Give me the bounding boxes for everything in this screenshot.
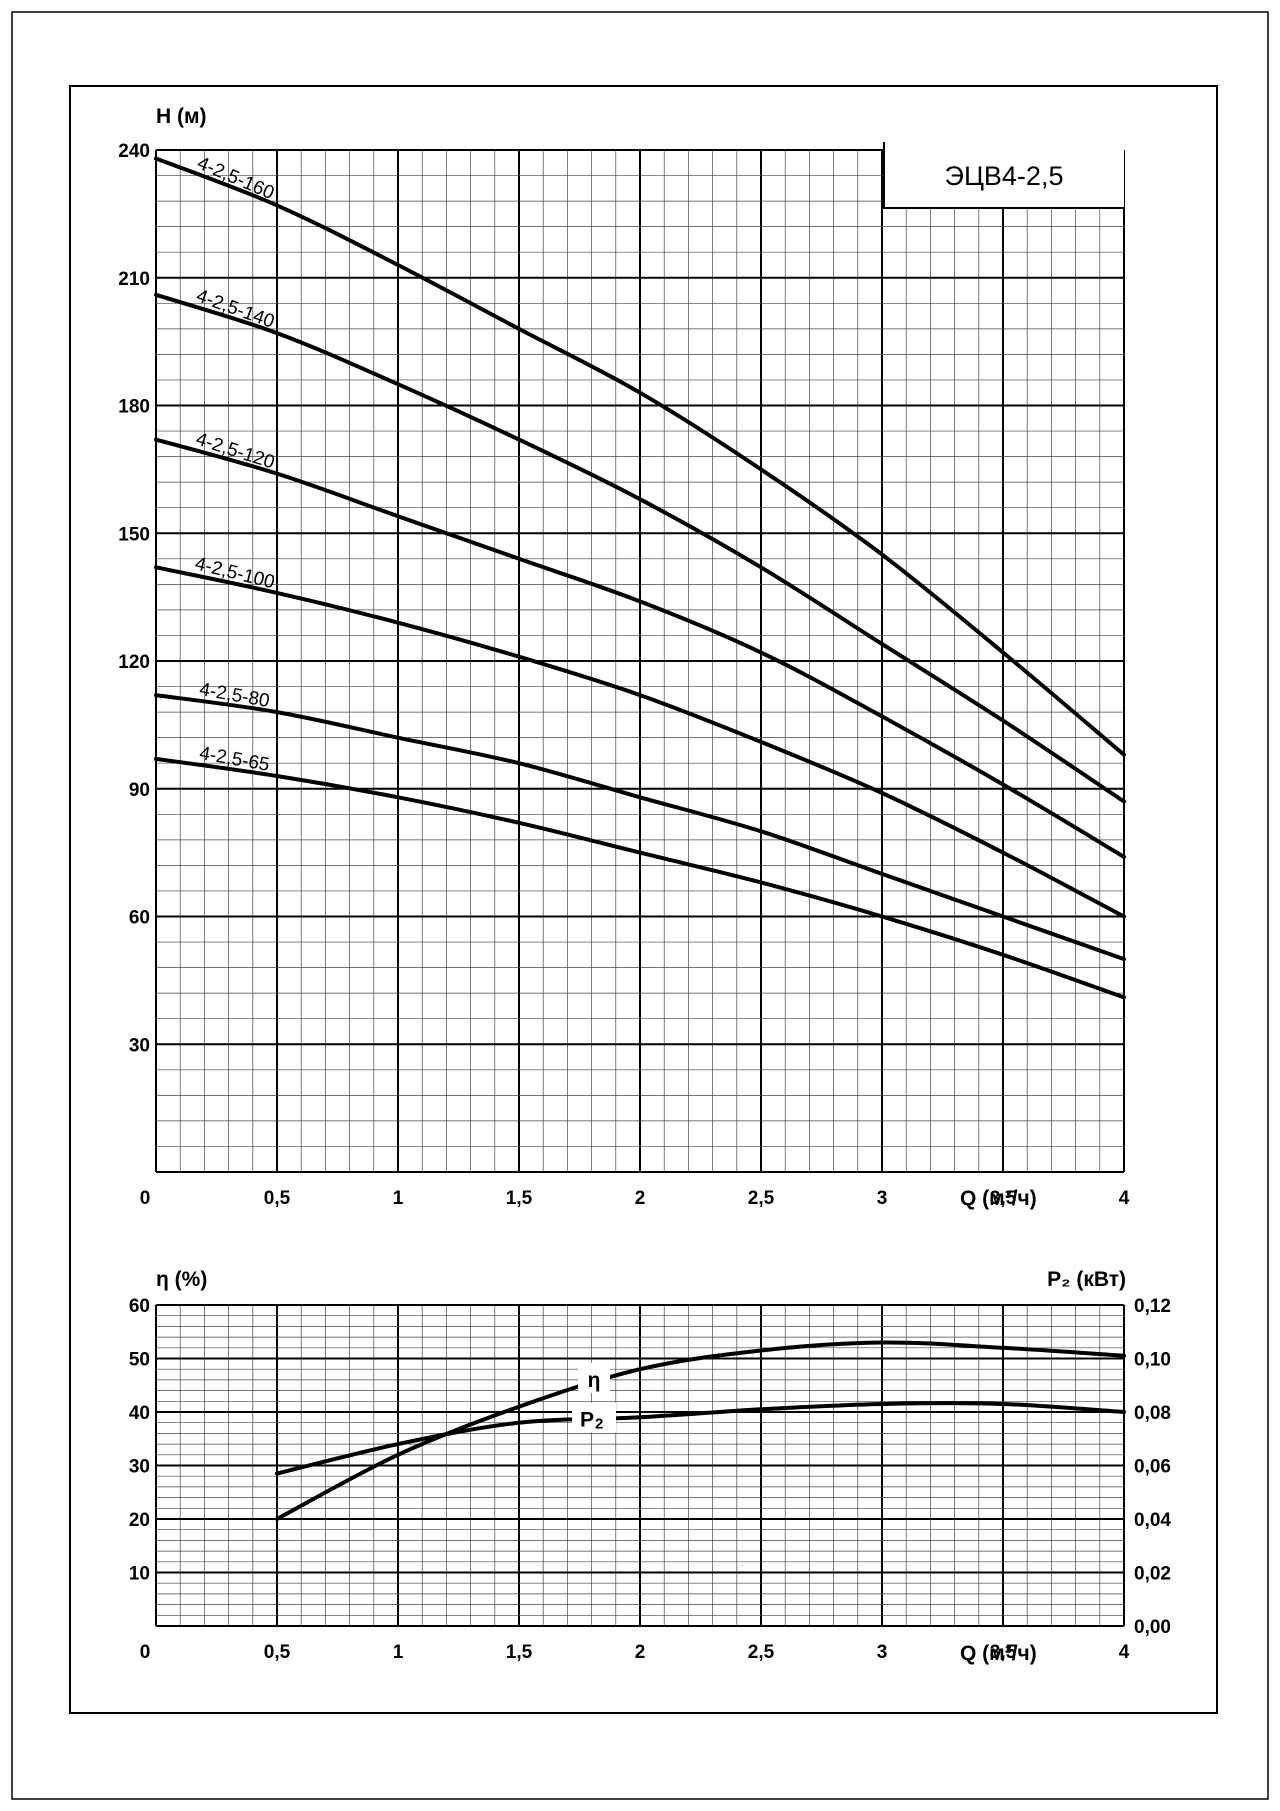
y-tick-label-right: 0,02	[1134, 1564, 1171, 1585]
model-box-border	[883, 142, 1124, 209]
x-tick-label: 1,5	[506, 1642, 533, 1663]
x-tick-label: 3	[877, 1188, 888, 1209]
y-tick-label: 90	[129, 780, 150, 801]
efficiency-chart-ticks: 0 0,5 1 1,5 2 2,5 3 3,5 4 10 20 30 40 50 60 0,00 0,02 0,0…	[129, 1296, 1172, 1663]
y-tick-label: 240	[118, 141, 150, 162]
head-curves	[154, 156, 1126, 1000]
x-tick-label: 0,5	[264, 1642, 291, 1663]
y-tick-label: 180	[118, 397, 150, 418]
head-curve	[154, 565, 1126, 919]
efficiency-curve	[275, 1340, 1126, 1521]
efficiency-power-chart: ηP2 0 0,5 1 1,5 2 2,5 3 3,5 4 10 20 30 40 50 60 0,00 0,0…	[129, 1268, 1172, 1665]
head-curve	[154, 693, 1126, 962]
x-tick-label: 2,5	[748, 1188, 775, 1209]
efficiency-axis-title: η (%)	[156, 1268, 207, 1291]
y-tick-label-right: 0,06	[1134, 1457, 1171, 1478]
efficiency-label-background	[578, 1362, 611, 1393]
efficiency-power-curves	[275, 1340, 1126, 1521]
x-tick-label: 2	[635, 1642, 646, 1663]
head-curve	[154, 756, 1126, 1000]
y-tick-label: 120	[118, 652, 150, 673]
y-tick-label: 150	[118, 524, 150, 545]
x-tick-label: 1,5	[506, 1188, 533, 1209]
power-axis-title: P₂ (кВт)	[1047, 1268, 1126, 1291]
efficiency-curve-label: η	[588, 1369, 601, 1392]
power-curve	[275, 1401, 1126, 1476]
y-tick-label-right: 0,12	[1134, 1296, 1171, 1317]
x-tick-label: 2,5	[748, 1642, 775, 1663]
y-tick-label-right: 0,00	[1134, 1617, 1171, 1638]
head-curve-labels: 4-2,5-1604-2,5-1404-2,5-1204-2,5-1004-2,…	[193, 153, 277, 776]
y-tick-label-left: 50	[129, 1350, 150, 1371]
y-tick-label: 30	[129, 1035, 150, 1056]
efficiency-power-labels: ηP2	[572, 1362, 617, 1433]
y-tick-label: 210	[118, 269, 150, 290]
y-tick-label: 60	[129, 908, 150, 929]
y-tick-label-left: 10	[129, 1564, 150, 1585]
y-tick-label-left: 20	[129, 1510, 150, 1531]
y-tick-label-left: 60	[129, 1296, 150, 1317]
curve-label: 4-2,5-100	[193, 553, 277, 593]
x-tick-label: 0,5	[264, 1188, 291, 1209]
model-box-background	[884, 142, 1124, 208]
x-tick-label: 4	[1119, 1188, 1130, 1209]
y-tick-label-left: 30	[129, 1457, 150, 1478]
drawing-frame	[69, 85, 1218, 1714]
y-tick-label-right: 0,10	[1134, 1350, 1171, 1371]
x-tick-label: 3,5	[990, 1642, 1017, 1663]
head-curve	[154, 292, 1126, 804]
head-flow-chart: 4-2,5-1604-2,5-1404-2,5-1204-2,5-1004-2,…	[118, 105, 1129, 1210]
y-tick-label-right: 0,08	[1134, 1403, 1171, 1424]
power-label-background	[572, 1402, 617, 1433]
head-axis-title: H (м)	[156, 105, 207, 128]
head-curve	[154, 156, 1126, 757]
model-title: ЭЦВ4-2,5	[945, 161, 1064, 191]
flow-axis-title-bottom: Q (м³/ч)	[960, 1642, 1037, 1665]
y-tick-label-left: 40	[129, 1403, 150, 1424]
x-tick-label: 3	[877, 1642, 888, 1663]
x-tick-label: 2	[635, 1188, 646, 1209]
efficiency-chart-grid	[155, 1304, 1125, 1627]
curve-label: 4-2,5-120	[193, 429, 277, 474]
head-curve	[154, 437, 1126, 859]
x-tick-label: 0	[140, 1188, 151, 1209]
curve-label: 4-2,5-140	[193, 286, 277, 333]
x-tick-label: 3,5	[990, 1188, 1017, 1209]
head-chart-ticks: 0,5 1 1,5 2 2,5 3 3,5 4 0 30 60 90 120 150 180 210 240	[118, 141, 1129, 1209]
x-tick-label: 1	[393, 1188, 404, 1209]
page-border	[11, 11, 1269, 1800]
power-label-subscript: 2	[595, 1416, 603, 1433]
flow-axis-title-top: Q (м³/ч)	[960, 1187, 1037, 1210]
x-tick-label: 4	[1119, 1642, 1130, 1663]
y-tick-label-right: 0,04	[1134, 1510, 1171, 1531]
x-tick-label: 0	[140, 1642, 151, 1663]
x-tick-label: 1	[393, 1642, 404, 1663]
head-chart-grid	[155, 149, 1125, 1173]
